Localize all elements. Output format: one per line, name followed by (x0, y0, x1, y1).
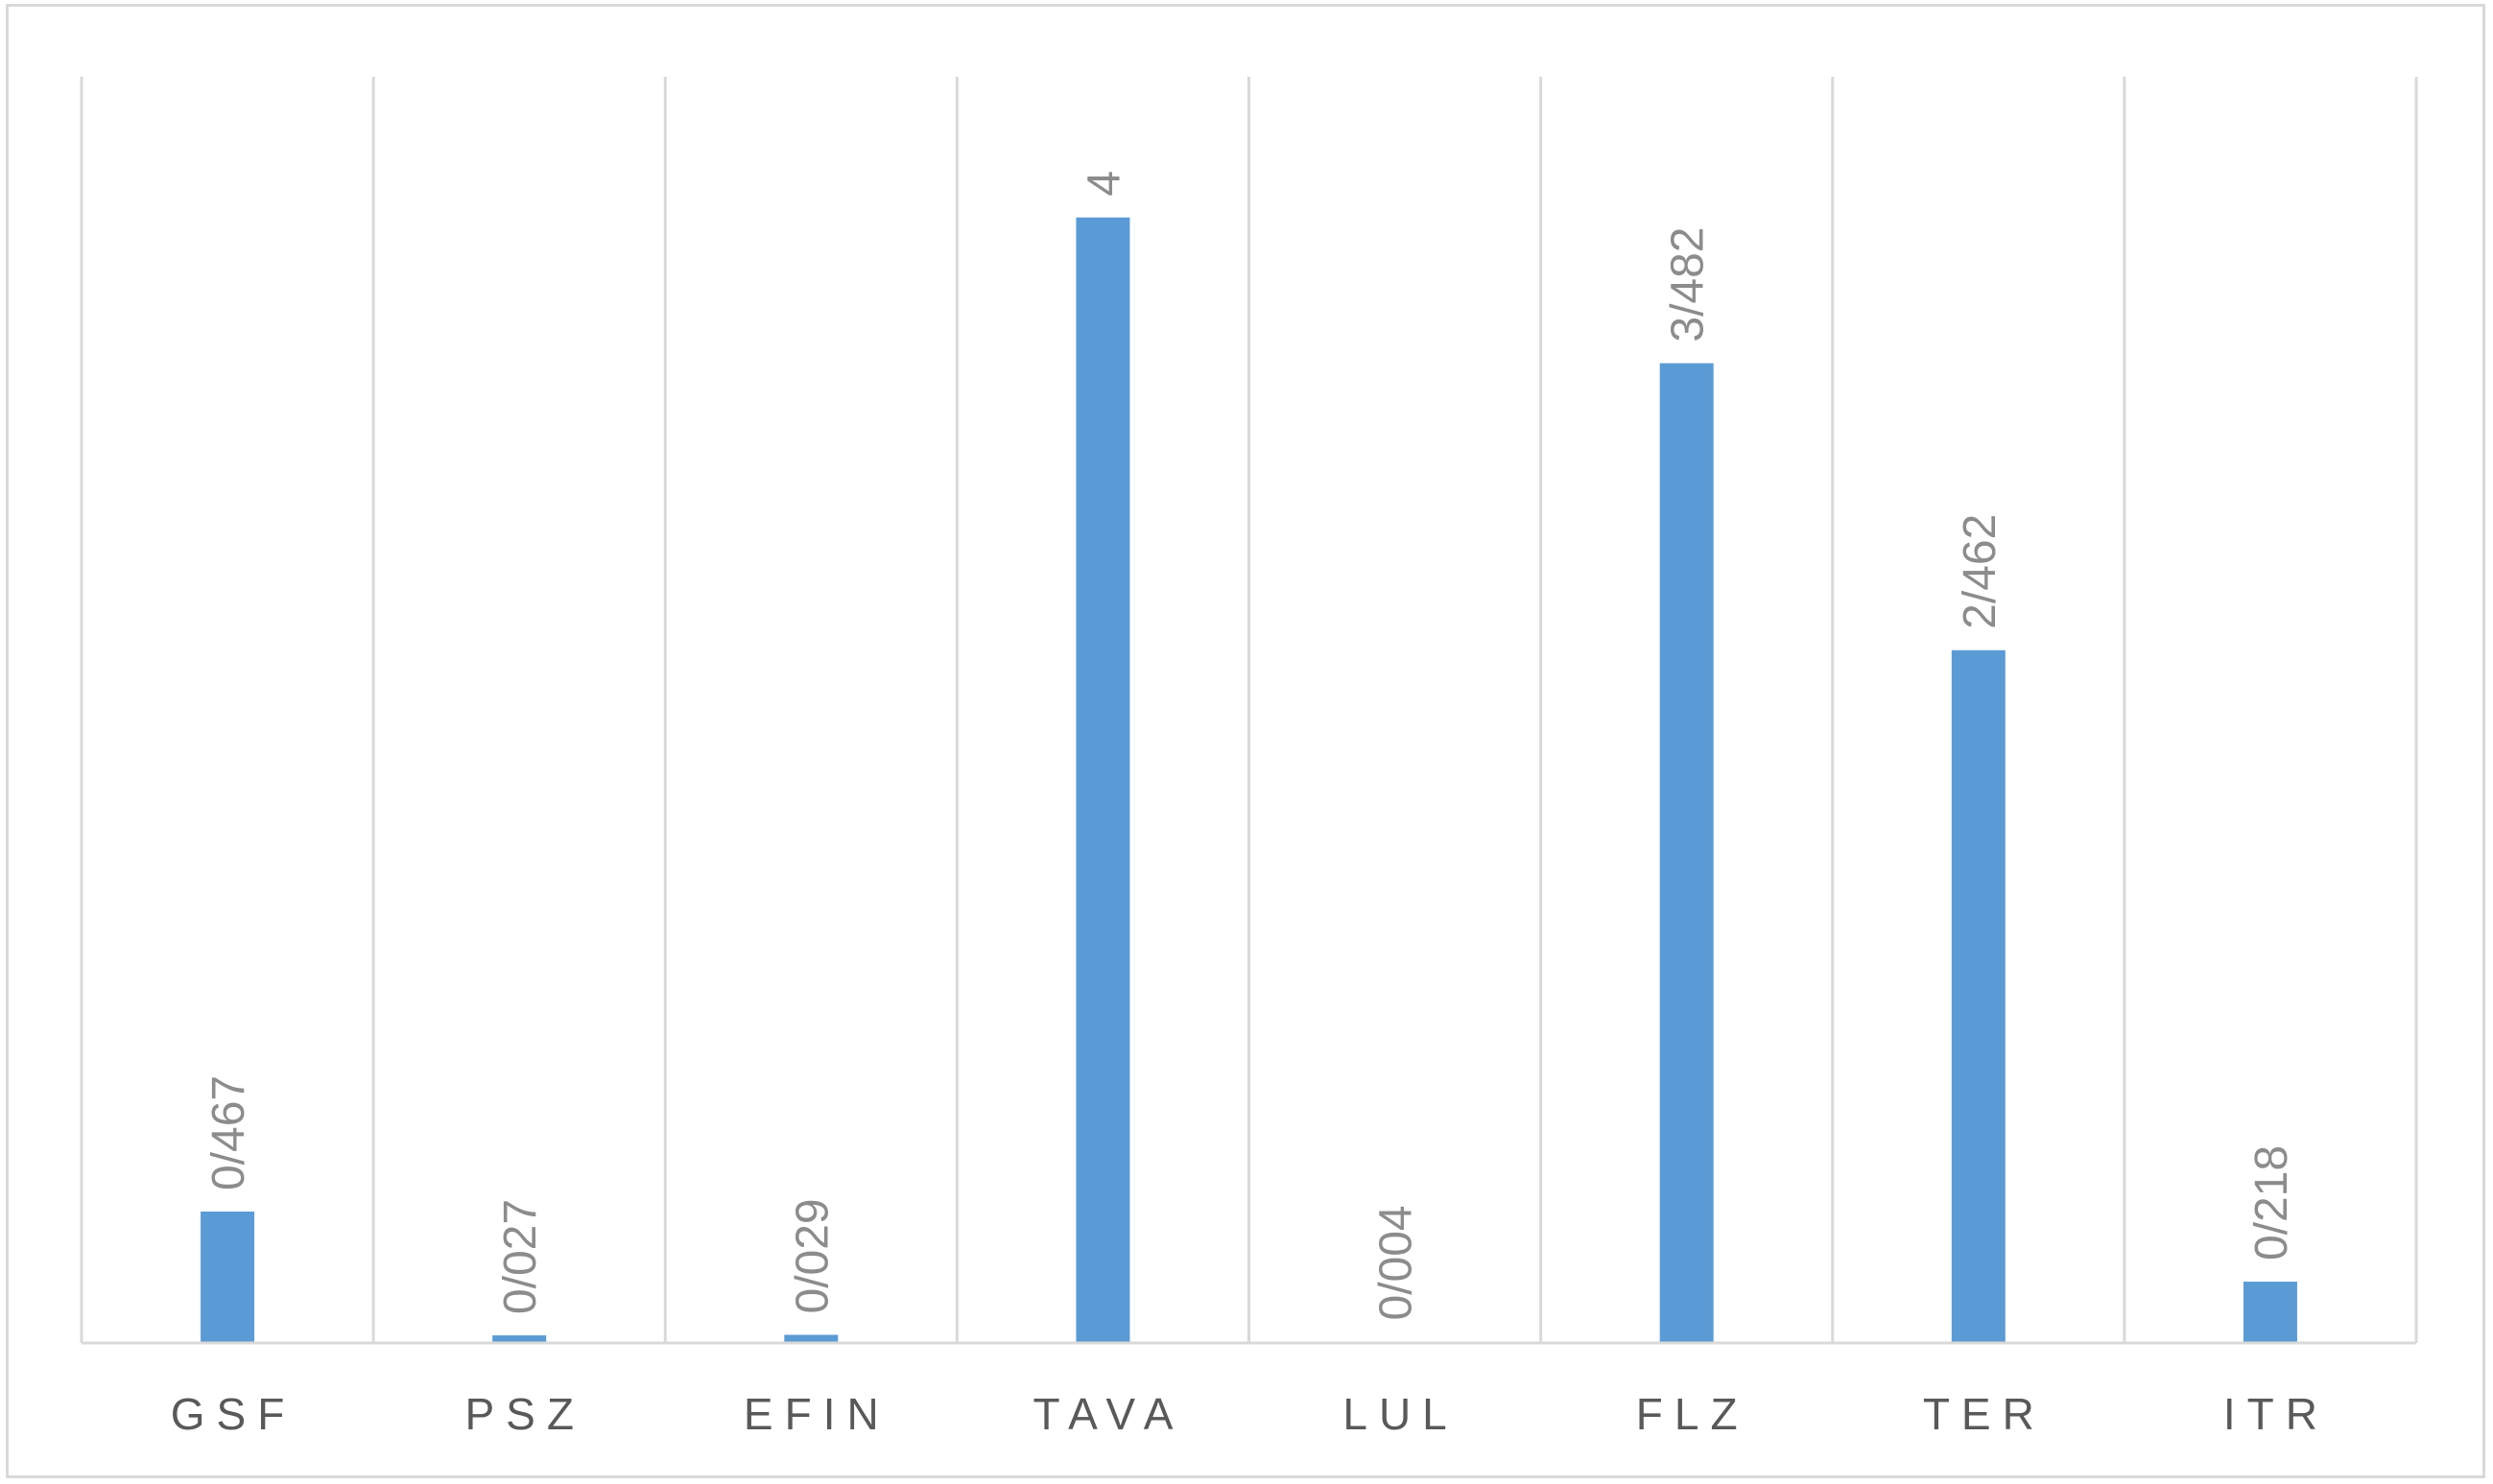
chart-frame (6, 4, 2485, 1478)
bar-itr (2243, 1282, 2297, 1343)
data-label-gsf: 0/467 (203, 1075, 254, 1190)
data-labels: 0/467 0/027 0/029 4 0/004 3/482 2/462 0/218 (203, 171, 2297, 1321)
gridlines (80, 77, 2418, 1343)
category-label-efin: EFIN (744, 1389, 890, 1439)
data-label-ter: 2/462 (1955, 514, 2006, 629)
bar-tava (1076, 217, 1130, 1344)
category-label-gsf: GSF (171, 1389, 297, 1439)
data-label-itr: 0/218 (2246, 1145, 2297, 1260)
category-label-ter: TER (1923, 1389, 2046, 1439)
data-label-psz: 0/027 (495, 1199, 546, 1314)
category-labels: GSF PSZ EFIN TAVA LUL FLZ TER ITR (171, 1389, 2329, 1439)
category-label-flz: FLZ (1636, 1389, 1749, 1439)
data-label-tava: 4 (1079, 171, 1129, 197)
category-label-lul: LUL (1342, 1389, 1458, 1439)
bar-flz (1659, 363, 1714, 1343)
bar-gsf (201, 1212, 255, 1343)
category-label-psz: PSZ (464, 1389, 584, 1439)
data-label-flz: 3/482 (1663, 226, 1714, 342)
bars (201, 217, 2297, 1344)
category-label-tava: TAVA (1033, 1389, 1184, 1439)
category-label-itr: ITR (2223, 1389, 2329, 1439)
bar-psz (492, 1335, 547, 1343)
bar-ter (1951, 649, 2006, 1343)
data-label-lul: 0/004 (1371, 1205, 1422, 1320)
data-label-efin: 0/029 (787, 1198, 838, 1313)
bar-efin (784, 1334, 839, 1343)
